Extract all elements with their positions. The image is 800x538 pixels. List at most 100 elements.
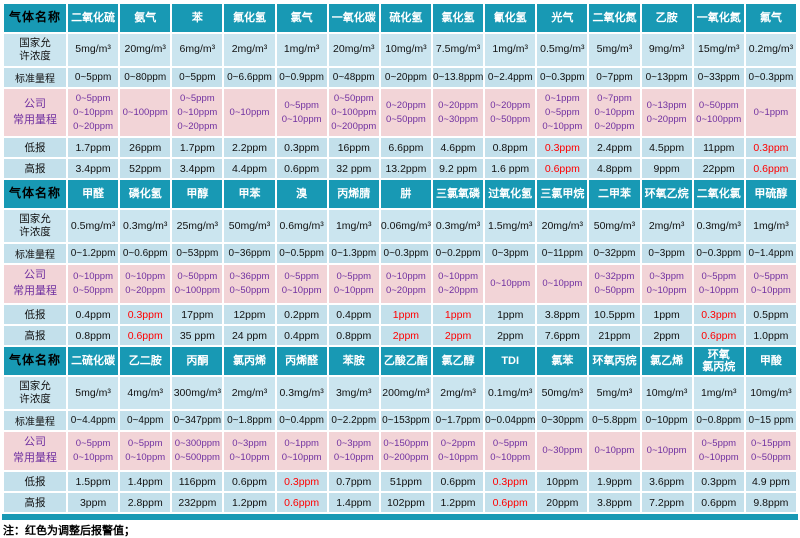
cell-high-alarm: 0.6ppm <box>691 491 746 515</box>
cell-low-alarm: 12ppm <box>222 303 277 327</box>
cell-high-alarm: 7.2ppm <box>639 491 694 515</box>
cell-standard-range: 0~0.3ppm <box>378 242 433 266</box>
cell-standard-range: 0~0.04ppm <box>483 409 538 433</box>
cell-national-limit: 7.5mg/m³ <box>430 32 486 68</box>
cell-standard-range: 0~53ppm <box>170 242 225 266</box>
cell-national-limit: 6mg/m³ <box>170 32 225 68</box>
cell-national-limit: 5mg/m³ <box>65 32 121 68</box>
cell-company-range: 0~36ppm 0~50ppm <box>222 263 277 306</box>
cell-national-limit: 50mg/m³ <box>587 208 642 245</box>
cell-low-alarm: 1.4ppm <box>118 470 173 494</box>
cell-national-limit: 5mg/m³ <box>587 375 642 412</box>
cell-company-range: 0~5ppm 0~10ppm <box>65 430 121 473</box>
cell-national-limit: 5mg/m³ <box>587 32 642 68</box>
gas-table: 气体名称 二氧化硫 氨气苯氟化氢 氯气 一氧化碳 硫化氢 氯化氢 氰化氢 光气 二氧化氮 乙胺 一氧化… <box>2 2 799 515</box>
gas-name-header: 甲硫醇 <box>743 178 799 211</box>
cell-high-alarm: 24 ppm <box>222 324 277 348</box>
cell-low-alarm: 0.3ppm <box>535 136 590 160</box>
gas-name-header: 苯胺 <box>326 345 381 378</box>
cell-company-range: 0~13ppm 0~20ppm <box>639 86 694 139</box>
cell-low-alarm: 1ppm <box>639 303 694 327</box>
cell-low-alarm: 0.7ppm <box>326 470 381 494</box>
row-low: 低报 0.4ppm 0.3ppm 17ppm 12ppm 0.2ppm 0.4ppm 1ppm… <box>2 303 799 327</box>
cell-company-range: 0~1ppm <box>743 86 799 139</box>
cell-standard-range: 0~3ppm <box>483 242 538 266</box>
cell-company-range: 0~2ppm 0~10ppm <box>430 430 486 473</box>
cell-low-alarm: 0.3ppm <box>691 303 746 327</box>
cell-standard-range: 0~153ppm <box>378 409 433 433</box>
cell-standard-range: 0~80ppm <box>118 66 173 89</box>
cell-standard-range: 0~15 ppm <box>743 409 799 433</box>
row-label-standard: 标准量程 <box>2 409 68 433</box>
section-3: 气体名称 二硫化碳 乙二胺 丙酮 氯丙烯 丙烯醛 苯胺 乙酸乙酯 氯乙醇 TDI 氯苯 环氧丙烷 氯乙烯… <box>2 345 799 515</box>
cell-low-alarm: 0.8ppm <box>483 136 538 160</box>
row-label-gas_name: 气体名称 <box>2 178 68 211</box>
gas-name-header: 氯化氢 <box>430 2 486 34</box>
gas-name-header: 溴 <box>274 178 329 211</box>
cell-standard-range: 0~0.9ppm <box>274 66 329 89</box>
gas-name-header: 氨气 <box>118 2 173 34</box>
gas-name-header: 甲醇 <box>170 178 225 211</box>
cell-high-alarm: 3.4ppm <box>170 157 225 181</box>
cell-company-range: 0~150ppm 0~200ppm <box>378 430 433 473</box>
cell-standard-range: 0~4.4ppm <box>65 409 121 433</box>
cell-low-alarm: 0.3ppm <box>274 136 329 160</box>
cell-high-alarm: 21ppm <box>587 324 642 348</box>
cell-company-range: 0~5ppm 0~10ppm <box>118 430 173 473</box>
row-national: 国家允 许浓度 0.5mg/m³ 0.3mg/m³ 25mg/m³ 50mg/m³ 0.6m… <box>2 208 799 245</box>
cell-standard-range: 0~13ppm <box>639 66 694 89</box>
cell-low-alarm: 26ppm <box>118 136 173 160</box>
cell-national-limit: 1mg/m³ <box>483 32 538 68</box>
row-high: 高报 3ppm 2.8ppm 232ppm 1.2ppm 0.6ppm 1.4ppm 102p… <box>2 491 799 515</box>
cell-standard-range: 0~5ppm <box>170 66 225 89</box>
cell-low-alarm: 6.6ppm <box>378 136 433 160</box>
cell-company-range: 0~50ppm 0~100ppm <box>170 263 225 306</box>
cell-standard-range: 0~1.7ppm <box>430 409 486 433</box>
row-company: 公司 常用量程 0~5ppm 0~10ppm 0~5ppm 0~10ppm 0~300ppm… <box>2 430 799 473</box>
cell-company-range: 0~5ppm 0~10ppm <box>326 263 381 306</box>
cell-standard-range: 0~6.6ppm <box>222 66 277 89</box>
cell-national-limit: 25mg/m³ <box>170 208 225 245</box>
cell-national-limit: 20mg/m³ <box>118 32 173 68</box>
gas-name-header: 丙酮 <box>170 345 225 378</box>
cell-company-range: 0~20ppm 0~30ppm <box>430 86 486 139</box>
gas-name-header: 硫化氢 <box>378 2 433 34</box>
cell-high-alarm: 2ppm <box>639 324 694 348</box>
cell-standard-range: 0~0.5ppm <box>274 242 329 266</box>
cell-high-alarm: 0.6ppm <box>535 157 590 181</box>
cell-low-alarm: 16ppm <box>326 136 381 160</box>
cell-high-alarm: 32 ppm <box>326 157 381 181</box>
gas-name-header: 环氧乙烷 <box>639 178 694 211</box>
cell-standard-range: 0~0.3ppm <box>743 66 799 89</box>
gas-name-header: 二硫化碳 <box>65 345 121 378</box>
gas-name-header: 氯丙烯 <box>222 345 277 378</box>
row-label-standard: 标准量程 <box>2 242 68 266</box>
gas-name-header: 磷化氢 <box>118 178 173 211</box>
cell-national-limit: 2mg/m³ <box>430 375 486 412</box>
cell-standard-range: 0~0.3ppm <box>691 242 746 266</box>
cell-national-limit: 0.3mg/m³ <box>691 208 746 245</box>
cell-low-alarm: 1.5ppm <box>65 470 121 494</box>
gas-name-header: 乙酸乙酯 <box>378 345 433 378</box>
cell-high-alarm: 0.4ppm <box>274 324 329 348</box>
cell-high-alarm: 35 ppm <box>170 324 225 348</box>
cell-high-alarm: 3.4ppm <box>65 157 121 181</box>
cell-low-alarm: 0.3ppm <box>691 470 746 494</box>
cell-high-alarm: 1.6 ppm <box>483 157 538 181</box>
gas-name-header: 环氧丙烷 <box>587 345 642 378</box>
cell-standard-range: 0~2.4ppm <box>483 66 538 89</box>
cell-national-limit: 2mg/m³ <box>222 375 277 412</box>
cell-standard-range: 0~0.3ppm <box>535 66 590 89</box>
cell-standard-range: 0~0.8ppm <box>691 409 746 433</box>
cell-standard-range: 0~32ppm <box>587 242 642 266</box>
cell-company-range: 0~7ppm 0~10ppm 0~20ppm <box>587 86 642 139</box>
row-label-company: 公司 常用量程 <box>2 86 68 139</box>
row-high: 高报 0.8ppm 0.6ppm 35 ppm 24 ppm 0.4ppm 0.8ppm 2p… <box>2 324 799 348</box>
gas-name-header: 一氧化氮 <box>691 2 746 34</box>
row-high: 高报 3.4ppm 52ppm 3.4ppm 4.4ppm 0.6ppm 32 ppm 13.… <box>2 157 799 181</box>
cell-national-limit: 0.3mg/m³ <box>274 375 329 412</box>
row-standard: 标准量程 0~5ppm 0~80ppm 0~5ppm 0~6.6ppm 0~0.9ppm 0… <box>2 66 799 89</box>
section-1: 气体名称 二氧化硫 氨气苯氟化氢 氯气 一氧化碳 硫化氢 氯化氢 氰化氢 光气 二氧化氮 乙胺 一氧化… <box>2 2 799 181</box>
cell-low-alarm: 1.7ppm <box>65 136 121 160</box>
cell-company-range: 0~10ppm 0~50ppm <box>65 263 121 306</box>
